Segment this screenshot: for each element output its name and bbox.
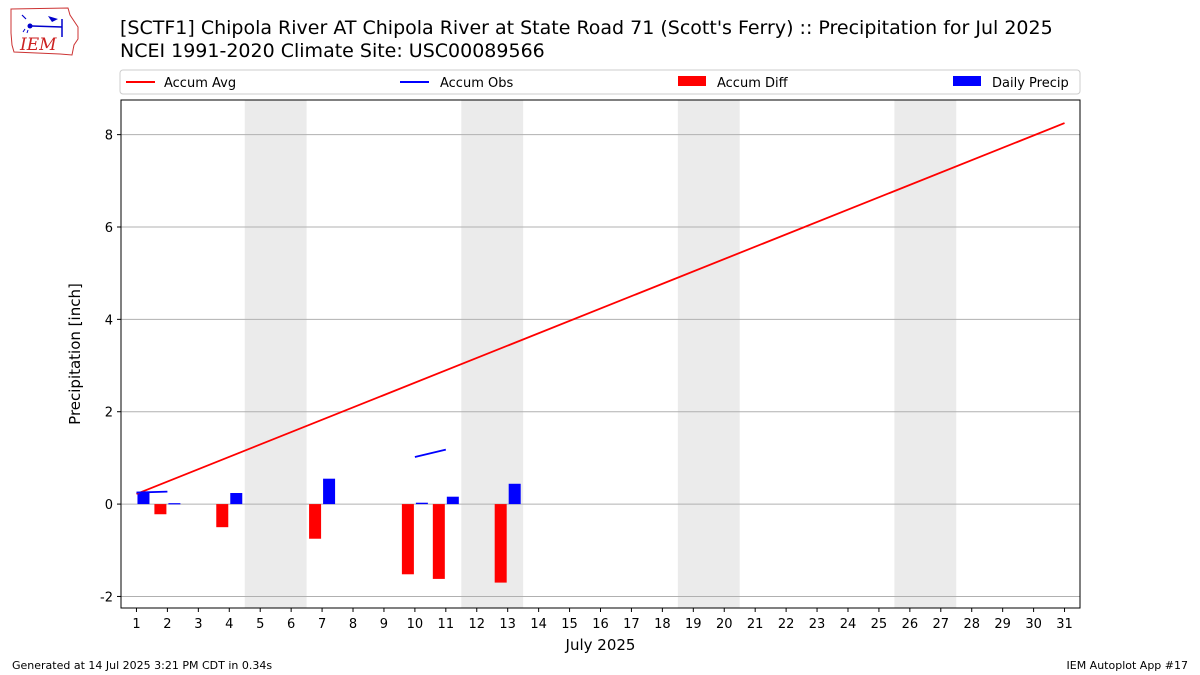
legend-label: Daily Precip [992, 76, 1069, 91]
x-tick-label: 4 [225, 617, 233, 632]
x-tick-label: 7 [318, 617, 326, 632]
x-tick-label: 24 [840, 617, 857, 632]
x-tick-label: 19 [685, 617, 702, 632]
x-tick-label: 10 [407, 617, 424, 632]
x-tick-label: 25 [871, 617, 888, 632]
x-tick-label: 20 [716, 617, 733, 632]
weekend-shade [677, 100, 740, 608]
x-tick-label: 6 [287, 617, 295, 632]
y-tick-label: -2 [100, 590, 113, 605]
logo-text: IEM [19, 35, 57, 55]
daily-precip-bar [508, 483, 521, 505]
x-tick-label: 12 [468, 617, 485, 632]
accum-diff-bar [216, 504, 229, 528]
weekend-shade [894, 100, 957, 608]
x-axis-label: July 2025 [565, 636, 636, 654]
x-tick-label: 8 [349, 617, 357, 632]
x-tick-label: 26 [902, 617, 919, 632]
legend-label: Accum Diff [717, 76, 789, 91]
accum-obs-line [414, 448, 447, 458]
x-tick-label: 30 [1025, 617, 1042, 632]
x-tick-label: 15 [561, 617, 578, 632]
accum-diff-bar [401, 504, 414, 575]
weekend-shade [461, 100, 524, 608]
legend-label: Accum Avg [164, 76, 236, 91]
x-tick-label: 14 [530, 617, 547, 632]
x-tick-label: 5 [256, 617, 264, 632]
y-tick-label: 0 [105, 498, 113, 513]
x-tick-label: 21 [747, 617, 764, 632]
x-tick-label: 11 [438, 617, 455, 632]
iem-logo: IEM [10, 7, 79, 56]
x-tick-label: 27 [933, 617, 950, 632]
chart-subtitle: NCEI 1991-2020 Climate Site: USC00089566 [120, 40, 545, 62]
chart-lines-layer [136, 122, 1065, 495]
daily-precip-bar [230, 493, 243, 505]
chart-bars-layer [137, 478, 521, 583]
accum-avg-line [136, 122, 1065, 495]
accum-diff-bar [309, 504, 322, 539]
x-tick-label: 17 [623, 617, 640, 632]
daily-precip-bar [415, 502, 428, 505]
x-tick-label: 2 [163, 617, 171, 632]
chart-title: [SCTF1] Chipola River AT Chipola River a… [120, 17, 1053, 39]
accum-diff-bar [494, 504, 507, 583]
x-tick-label: 23 [809, 617, 826, 632]
chart-legend: Accum Avg Accum Obs Accum Diff Daily Precip [119, 69, 1081, 95]
y-tick-label: 8 [105, 129, 113, 144]
daily-precip-bar [168, 503, 181, 505]
y-tick-label: 4 [105, 313, 113, 328]
daily-precip-bar [446, 496, 459, 505]
daily-precip-bar [137, 491, 150, 505]
legend-box [119, 69, 1081, 95]
autoplot-app-label: IEM Autoplot App #17 [1066, 659, 1189, 672]
daily-precip-bar [323, 478, 336, 505]
x-tick-label: 28 [963, 617, 980, 632]
accum-diff-bar [432, 504, 445, 579]
generated-timestamp: Generated at 14 Jul 2025 3:21 PM CDT in … [12, 659, 273, 672]
chart-background-layer [121, 100, 1080, 608]
x-tick-label: 29 [994, 617, 1011, 632]
accum-obs-line [136, 490, 168, 494]
x-tick-label: 13 [499, 617, 516, 632]
y-axis-label: Precipitation [inch] [66, 283, 84, 425]
x-tick-label: 1 [132, 617, 140, 632]
x-tick-label: 18 [654, 617, 671, 632]
x-tick-label: 9 [380, 617, 388, 632]
weekend-shade [244, 100, 307, 608]
legend-bar-swatch [678, 76, 706, 86]
x-tick-label: 16 [592, 617, 609, 632]
x-tick-label: 22 [778, 617, 795, 632]
y-tick-label: 2 [105, 406, 113, 421]
legend-bar-swatch [953, 76, 981, 86]
y-tick-label: 6 [105, 221, 113, 236]
legend-label: Accum Obs [440, 76, 513, 91]
x-tick-label: 31 [1056, 617, 1073, 632]
x-tick-label: 3 [194, 617, 202, 632]
accum-diff-bar [154, 504, 167, 515]
